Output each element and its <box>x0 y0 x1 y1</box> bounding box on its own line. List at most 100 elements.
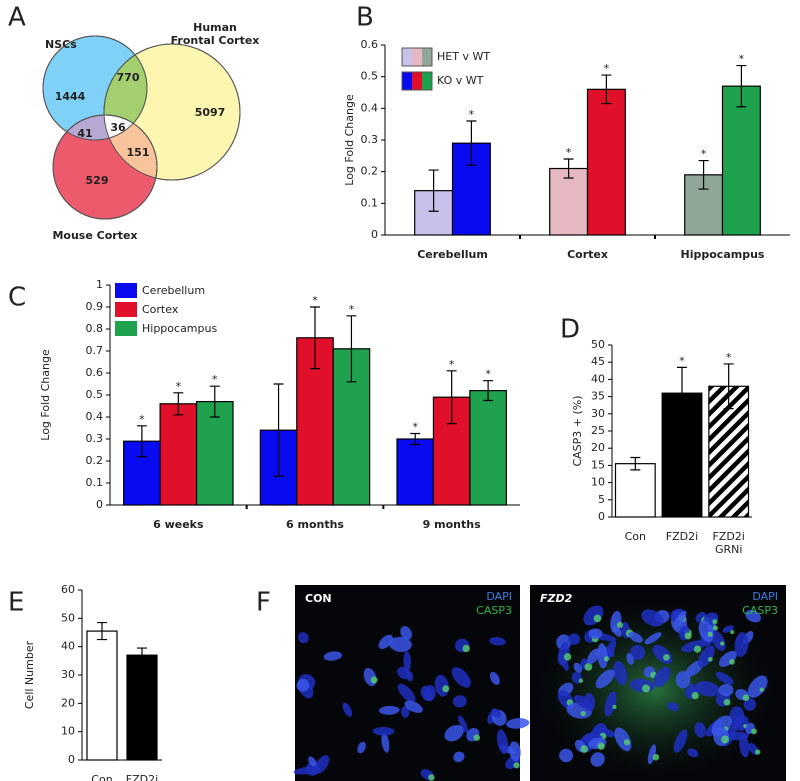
y-tick-label: 45 <box>591 355 605 368</box>
casp3-spot <box>723 698 731 706</box>
significance-mark: * <box>566 146 572 159</box>
casp3-spot <box>712 625 719 631</box>
nucleus <box>403 651 411 672</box>
casp3-spot <box>729 659 735 665</box>
y-tick-label: 0.1 <box>361 196 379 209</box>
significance-mark: * <box>139 413 145 426</box>
nucleus <box>506 718 530 729</box>
nucleus <box>729 706 745 728</box>
nucleus <box>612 625 622 637</box>
x-tick-label: FZD2i <box>666 530 698 543</box>
nucleus <box>644 632 662 645</box>
nucleus <box>681 640 706 653</box>
legend-swatch <box>115 302 137 317</box>
channel-label: CASP3 <box>476 604 512 617</box>
nucleus <box>404 700 423 713</box>
region-count: 1444 <box>55 90 86 103</box>
casp3-spot <box>707 631 713 637</box>
nucleus <box>451 667 471 688</box>
casp3-spot <box>642 684 650 693</box>
bar <box>549 167 589 236</box>
legend-swatch <box>412 72 422 90</box>
significance-mark: * <box>701 148 707 161</box>
casp3-spot <box>712 619 718 625</box>
y-tick-label: 0.8 <box>86 322 104 335</box>
error-bar <box>209 385 220 418</box>
x-tick-label: Con <box>625 530 646 543</box>
error-bar <box>173 392 184 416</box>
region-count: 529 <box>86 174 109 187</box>
bar <box>614 463 656 518</box>
y-tick-label: 0.6 <box>361 38 379 51</box>
nucleus <box>452 695 467 708</box>
casp3-spot <box>473 734 481 741</box>
nucleus <box>587 648 600 665</box>
legend-swatch-border <box>401 71 433 91</box>
nucleus <box>401 705 410 718</box>
nucleus <box>597 643 608 669</box>
nucleus <box>381 732 390 753</box>
error-bar <box>136 425 147 458</box>
x-tick-label: Hippocampus <box>681 248 765 261</box>
nucleus <box>489 671 500 685</box>
significance-mark: * <box>604 62 610 75</box>
significance-mark: * <box>412 421 418 434</box>
nucleus <box>400 626 412 640</box>
micrograph <box>293 585 530 781</box>
y-tick-label: 20 <box>61 696 75 709</box>
legend-swatch <box>402 72 412 90</box>
casp3-spot <box>721 735 730 744</box>
nucleus <box>590 752 605 767</box>
casp3-spot <box>719 641 725 646</box>
nucleus <box>604 691 617 717</box>
region-count: 770 <box>117 71 140 84</box>
set-label: Human Frontal Cortex <box>171 21 260 47</box>
x-tick-label: Cortex <box>567 248 608 261</box>
casp3-spot <box>616 621 624 629</box>
nucleus <box>453 751 465 763</box>
casp3-spot <box>593 614 602 623</box>
y-tick-label: 50 <box>591 338 605 351</box>
nucleus <box>509 741 521 762</box>
error-bar <box>563 158 574 179</box>
significance-mark: * <box>312 294 318 307</box>
region-count: 36 <box>110 121 126 134</box>
y-tick-label: 10 <box>591 476 605 489</box>
nucleus <box>626 653 635 665</box>
nucleus <box>559 748 574 763</box>
y-axis-label: Log Fold Change <box>39 349 52 441</box>
panel-letter: B <box>356 3 374 33</box>
casp3-spot <box>730 630 735 635</box>
y-tick-label: 5 <box>598 493 605 506</box>
y-tick-label: 30 <box>591 407 605 420</box>
legend-swatch <box>412 48 422 66</box>
casp3-spot <box>442 685 450 693</box>
x-tick-label: 6 weeks <box>153 518 204 531</box>
error-bar <box>410 432 421 446</box>
x-tick-label: Con <box>91 773 112 781</box>
casp3-spot <box>580 745 589 753</box>
y-axis-label: CASP3 + (%) <box>571 395 584 466</box>
casp3-spot <box>563 653 572 661</box>
nucleus <box>323 651 343 661</box>
y-tick-label: 0.6 <box>86 366 104 379</box>
channel-label: DAPI <box>486 590 512 603</box>
nucleus <box>673 610 687 628</box>
significance-mark: * <box>469 108 475 121</box>
panel-letter: F <box>256 588 271 618</box>
casp3-spot <box>513 762 520 769</box>
y-tick-label: 0 <box>68 753 75 766</box>
bar <box>159 403 198 506</box>
x-tick-label: 9 months <box>423 518 481 531</box>
significance-mark: * <box>726 351 732 364</box>
set-label: NSCs <box>45 38 77 51</box>
nucleus <box>653 666 671 688</box>
y-tick-label: 0.7 <box>86 344 104 357</box>
y-tick-label: 40 <box>591 372 605 385</box>
y-tick-label: 0 <box>371 228 378 241</box>
y-tick-label: 0 <box>96 498 103 511</box>
panel-letter: D <box>560 315 580 345</box>
channel-label: DAPI <box>752 590 778 603</box>
nucleus <box>444 724 464 742</box>
error-bar <box>346 315 357 383</box>
